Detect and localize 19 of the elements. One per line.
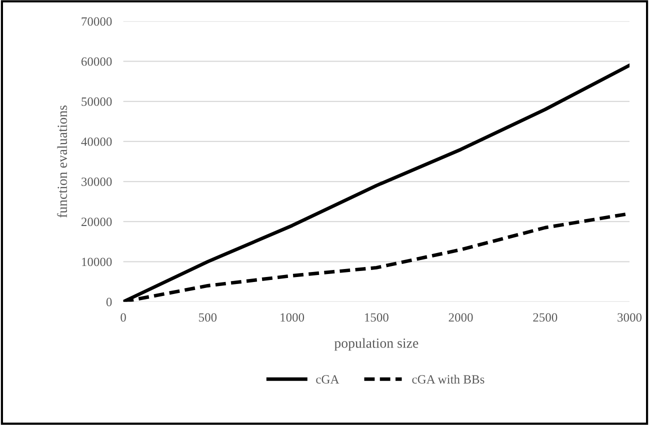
x-tick-label: 1000 [280,313,304,322]
y-tick-label: 0 [106,298,112,306]
x-tick-label: 2000 [448,313,473,322]
y-tick-label: 20000 [82,218,112,226]
y-tick-label: 30000 [82,178,112,186]
y-tick-label: 60000 [81,57,112,66]
x-axis-title: population size [334,338,418,351]
x-tick-label: 3000 [618,313,642,322]
x-tick-label: 0 [120,313,126,322]
y-tick-label: 50000 [82,97,112,106]
y-tick-label: 40000 [81,137,112,146]
x-tick-label: 500 [199,313,217,322]
legend-label: cGA [316,375,340,384]
legend-label: cGA with BBs [412,374,484,384]
y-axis-title: function evaluations [57,106,68,218]
x-tick-label: 1500 [365,313,388,322]
y-tick-label: 10000 [82,258,112,266]
x-tick-label: 2500 [533,313,558,322]
y-tick-label: 70000 [82,17,112,26]
